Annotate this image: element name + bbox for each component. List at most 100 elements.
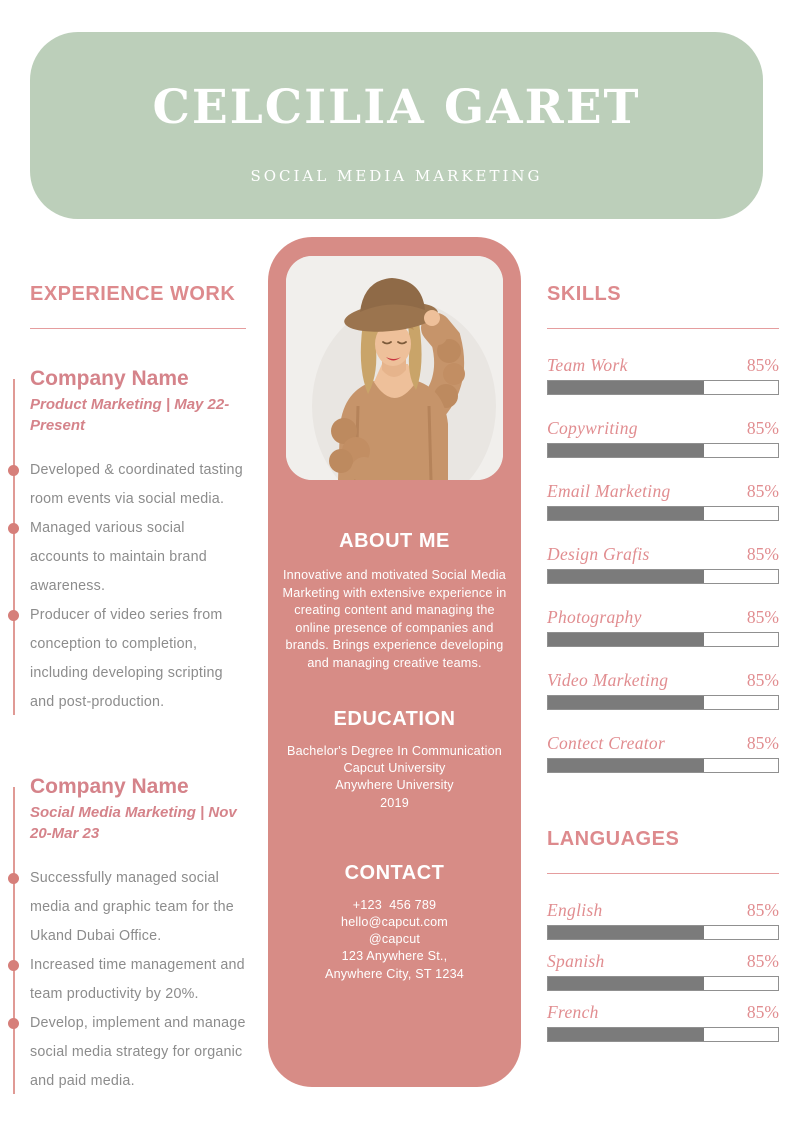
skill-label: Design Grafis (547, 544, 650, 564)
skill-percent: 85% (746, 481, 779, 501)
experience-section: EXPERIENCE WORK Company Name Product Mar… (8, 283, 246, 1096)
skill-item: Video Marketing 85% (547, 670, 779, 710)
job-meta: Product Marketing | May 22-Present (30, 396, 230, 435)
skill-label: Video Marketing (547, 670, 669, 690)
language-bar (547, 925, 779, 940)
education-line: 2019 (380, 795, 409, 810)
job-bullet: Managed various social accounts to maint… (8, 514, 246, 601)
experience-divider (30, 328, 246, 329)
about-title: ABOUT ME (339, 530, 450, 552)
person-name: CELCILIA GARET (152, 80, 641, 135)
education-title: EDUCATION (333, 708, 456, 730)
job-bullets: Developed & coordinated tasting room eve… (8, 456, 246, 717)
contact-line: hello@capcut.com (340, 915, 448, 930)
skill-percent: 85% (746, 418, 779, 438)
language-percent: 85% (746, 951, 779, 971)
languages-title: LANGUAGES (547, 828, 680, 850)
skill-bar-fill (548, 633, 705, 646)
timeline-line (13, 787, 15, 1095)
skill-item: Photography 85% (547, 607, 779, 647)
languages-divider (547, 873, 779, 874)
job-list: Company Name Product Marketing | May 22-… (8, 367, 246, 1096)
skill-label: Copywriting (547, 418, 638, 438)
contact-line: 123 Anywhere St., (341, 949, 448, 964)
skills-title: SKILLS (547, 283, 622, 305)
skill-item: Contect Creator 85% (547, 733, 779, 773)
person-role: SOCIAL MEDIA MARKETING (250, 167, 543, 185)
contact-title: CONTACT (344, 861, 445, 884)
company-name: Company Name (30, 775, 189, 799)
language-bar (547, 1027, 779, 1042)
skills-divider (547, 328, 779, 329)
language-bar-fill (548, 926, 705, 939)
education-line: Anywhere University (335, 778, 454, 793)
language-label: French (547, 1002, 599, 1022)
skill-bar (547, 380, 779, 395)
contact-line: Anywhere City, ST 1234 (324, 966, 465, 981)
job-bullet: Develop, implement and manage social med… (8, 1009, 246, 1096)
skill-bar-fill (548, 507, 705, 520)
language-percent: 85% (746, 900, 779, 920)
skill-percent: 85% (746, 544, 779, 564)
contact-lines: +123 456 789 hello@capcut.com @capcut 123 A… (315, 897, 474, 983)
skill-bar (547, 506, 779, 521)
language-label: Spanish (547, 951, 605, 971)
language-item: French 85% (547, 1002, 779, 1042)
languages-list: English 85% Spanish 85% (547, 900, 779, 1042)
skill-label: Team Work (547, 355, 628, 375)
profile-panel: ABOUT ME Innovative and motivated Social… (268, 237, 521, 1087)
language-percent: 85% (746, 1002, 779, 1022)
skill-bar-fill (548, 696, 705, 709)
skill-label: Email Marketing (547, 481, 671, 501)
education-line: Capcut University (343, 761, 446, 776)
skill-bar (547, 758, 779, 773)
header-banner: CELCILIA GARET SOCIAL MEDIA MARKETING (30, 32, 763, 219)
job-meta: Social Media Marketing | Nov 20-Mar 23 (30, 804, 237, 843)
skill-bar-fill (548, 381, 705, 394)
skill-item: Email Marketing 85% (547, 481, 779, 521)
language-bar-fill (548, 977, 705, 990)
contact-line: @capcut (368, 932, 421, 947)
skill-item: Design Grafis 85% (547, 544, 779, 584)
job-bullet: Successfully managed social media and gr… (8, 864, 246, 951)
skills-list: Team Work 85% Copywriting 85% (547, 355, 779, 773)
language-item: English 85% (547, 900, 779, 940)
skill-percent: 85% (746, 670, 779, 690)
woman-portrait-illustration (286, 256, 503, 480)
experience-title: EXPERIENCE WORK (30, 283, 236, 305)
timeline-line (13, 379, 15, 716)
skill-bar-fill (548, 444, 705, 457)
languages-section: LANGUAGES English 85% (547, 828, 779, 1042)
job-bullet: Producer of video series from conception… (8, 601, 246, 717)
skill-bar-fill (548, 759, 705, 772)
skill-percent: 85% (746, 733, 779, 753)
about-text: Innovative and motivated Social Media Ma… (282, 568, 507, 670)
language-bar (547, 976, 779, 991)
skill-bar-fill (548, 570, 705, 583)
job-bullet: Developed & coordinated tasting room eve… (8, 456, 246, 514)
job-entry: Company Name Product Marketing | May 22-… (8, 367, 246, 717)
profile-photo (286, 256, 503, 480)
skill-percent: 85% (746, 355, 779, 375)
company-name: Company Name (30, 367, 189, 390)
job-bullets: Successfully managed social media and gr… (8, 864, 246, 1096)
education-line: Bachelor's Degree In Communication (286, 744, 502, 758)
education-lines: Bachelor's Degree In Communication Capcut… (277, 743, 512, 812)
skill-bar (547, 695, 779, 710)
language-item: Spanish 85% (547, 951, 779, 991)
contact-line: +123 456 789 (352, 897, 437, 912)
skill-item: Copywriting 85% (547, 418, 779, 458)
skill-percent: 85% (746, 607, 779, 627)
skills-section: SKILLS Team Work 85% Copywriting (547, 283, 779, 1053)
skill-label: Photography (547, 607, 642, 627)
skill-item: Team Work 85% (547, 355, 779, 395)
job-entry: Company Name Social Media Marketing | No… (8, 775, 246, 1096)
skill-label: Contect Creator (547, 733, 666, 753)
language-bar-fill (548, 1028, 705, 1041)
skill-bar (547, 632, 779, 647)
skill-bar (547, 569, 779, 584)
job-bullet: Increased time management and team produ… (8, 951, 246, 1009)
language-label: English (547, 900, 603, 920)
skill-bar (547, 443, 779, 458)
